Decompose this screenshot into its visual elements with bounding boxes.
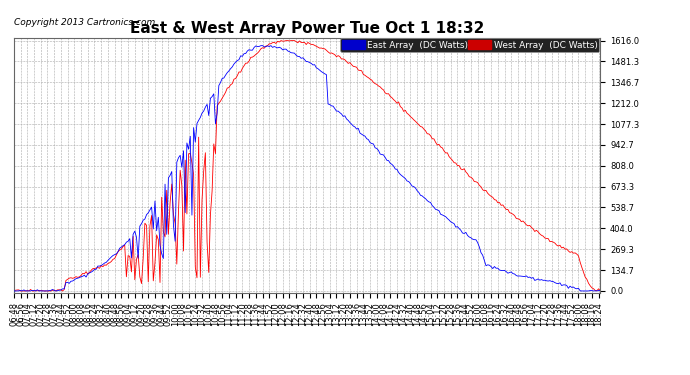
Legend: East Array  (DC Watts), West Array  (DC Watts): East Array (DC Watts), West Array (DC Wa… [340, 38, 600, 52]
Title: East & West Array Power Tue Oct 1 18:32: East & West Array Power Tue Oct 1 18:32 [130, 21, 484, 36]
Text: Copyright 2013 Cartronics.com: Copyright 2013 Cartronics.com [14, 18, 155, 27]
